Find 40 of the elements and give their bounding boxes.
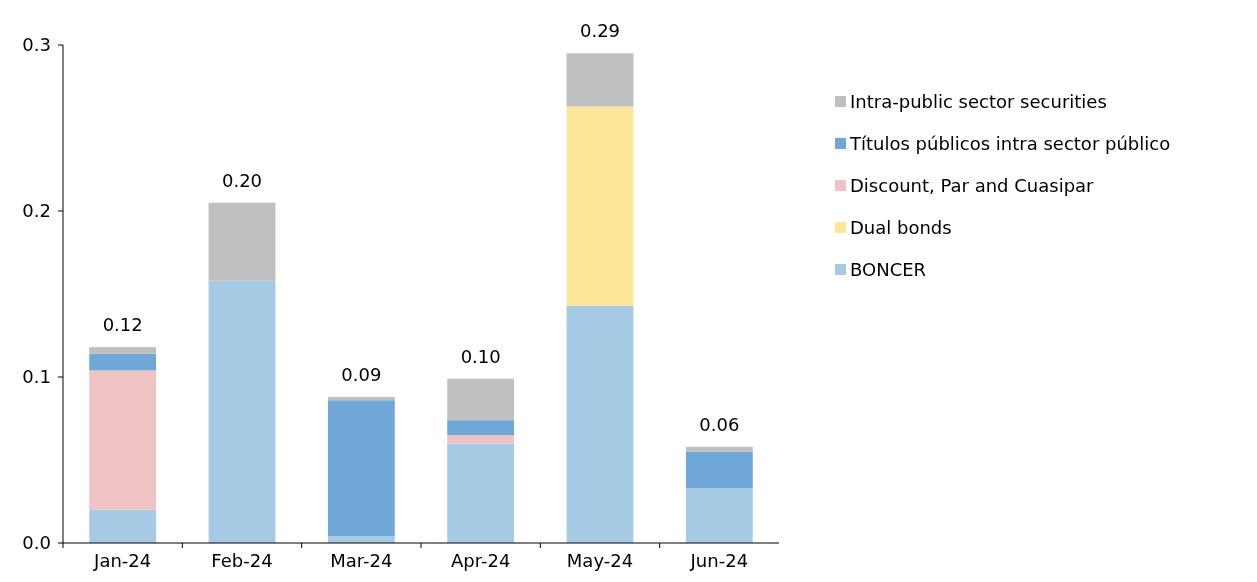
legend-label: Intra-public sector securities [850,91,1107,113]
legend-label: Dual bonds [850,217,952,239]
total-label: 0.29 [579,20,621,42]
bar [327,396,395,401]
total-label: 0.12 [102,314,143,336]
total-label: 0.06 [699,413,740,435]
x-tick-label: Feb-24 [211,550,273,571]
bar [208,280,276,543]
bar [447,443,515,543]
bar [327,536,395,543]
x-tick-label: May-24 [566,550,634,571]
total-label: 0.09 [341,363,382,385]
y-tick-label: 0.3 [22,34,51,56]
y-tick-label: 0.1 [22,366,51,388]
bar [447,420,515,436]
bar [327,400,395,537]
bar [566,305,634,543]
bar [685,446,753,452]
legend-label: Títulos públicos intra sector público [849,133,1171,155]
legend-label: Discount, Par and Cuasipar [850,175,1095,197]
y-tick-label: 0.2 [22,200,51,222]
bar [89,353,157,371]
total-label: 0.20 [221,169,263,191]
bar [89,370,157,510]
bar [447,378,515,421]
legend-label: BONCER [850,259,927,281]
bar [89,347,157,354]
x-tick-label: Jun-24 [689,550,749,571]
x-tick-label: Jan-24 [93,550,152,571]
bar [566,106,634,306]
x-tick-label: Apr-24 [450,550,511,571]
y-tick-label: 0.0 [22,532,51,554]
bar [208,202,276,281]
bar [89,509,157,543]
bar [685,488,753,543]
bar [685,451,753,489]
total-label: 0.10 [460,345,501,367]
x-tick-label: Mar-24 [330,550,393,571]
bar [566,53,634,107]
bar [447,435,515,444]
